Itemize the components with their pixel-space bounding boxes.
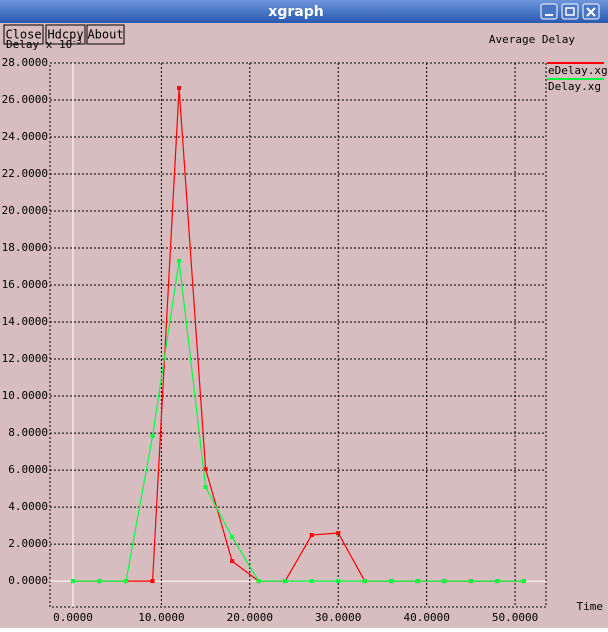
data-point (150, 579, 155, 584)
y-tick-label: 22.0000 (2, 167, 48, 180)
y-tick-label: 6.0000 (8, 463, 48, 476)
toolbar-button[interactable] (3, 24, 44, 45)
window-controls[interactable] (540, 3, 600, 20)
legend-label: eDelay.xg (548, 64, 608, 77)
maximize-button[interactable] (561, 3, 579, 20)
data-point (150, 434, 155, 439)
data-point (256, 579, 261, 584)
toolbar-button-label[interactable]: About (87, 28, 123, 42)
chart-title: Average Delay (489, 33, 575, 46)
y-tick-label: 10.0000 (2, 389, 48, 402)
y-tick-label: 28.0000 (2, 56, 48, 69)
toolbar: Close Hdcpy About (3, 24, 125, 45)
y-axis-label: Delay x 10 (6, 38, 72, 51)
data-point (336, 530, 341, 535)
x-tick-label: 50.0000 (492, 611, 538, 624)
data-point (283, 579, 288, 584)
data-point (362, 579, 367, 584)
y-tick-label: 16.0000 (2, 278, 48, 291)
y-tick-label: 0.0000 (8, 574, 48, 587)
y-tick-label: 14.0000 (2, 315, 48, 328)
series-line (72, 260, 524, 582)
maximize-icon (565, 7, 575, 16)
legend-label: Delay.xg (548, 80, 601, 93)
data-point (309, 533, 314, 538)
data-point (230, 535, 235, 540)
y-tick-label: 12.0000 (2, 352, 48, 365)
plot: Delay x 10 -3 Average Delay Time 0.0000 2.000… (2, 33, 608, 624)
x-tick-label: 0.0000 (53, 611, 93, 624)
data-point (230, 559, 235, 564)
data-point (70, 579, 75, 584)
close-icon (586, 7, 596, 17)
window-title: xgraph (268, 4, 323, 20)
minimize-button[interactable] (540, 3, 558, 20)
toolbar-button[interactable] (86, 24, 125, 45)
toolbar-button-label[interactable]: Hdcpy (47, 28, 83, 42)
y-axis-label-exponent: -3 (72, 37, 82, 46)
y-tick-label: 26.0000 (2, 93, 48, 106)
data-point (442, 579, 447, 584)
data-point (177, 85, 182, 90)
x-tick-label: 20.0000 (227, 611, 273, 624)
data-point (521, 579, 526, 584)
y-tick-label: 20.0000 (2, 204, 48, 217)
x-tick-label: 40.0000 (403, 611, 449, 624)
data-point (495, 579, 500, 584)
x-tick-label: 30.0000 (315, 611, 361, 624)
y-tick-label: 8.0000 (8, 426, 48, 439)
data-point (389, 579, 394, 584)
data-point (203, 485, 208, 490)
data-point (336, 579, 341, 584)
data-point (97, 579, 102, 584)
title-bar (0, 0, 608, 23)
data-point (468, 579, 473, 584)
toolbar-button-label[interactable]: Close (5, 28, 41, 42)
data-point (124, 579, 129, 584)
data-point (415, 579, 420, 584)
toolbar-button[interactable] (45, 24, 86, 45)
x-tick-label: 10.0000 (138, 611, 184, 624)
x-axis-label: Time (577, 600, 604, 613)
y-tick-label: 18.0000 (2, 241, 48, 254)
data-point (203, 467, 208, 472)
y-tick-label: 24.0000 (2, 130, 48, 143)
data-point (177, 258, 182, 263)
y-tick-label: 4.0000 (8, 500, 48, 513)
y-tick-label: 2.0000 (8, 537, 48, 550)
data-point (309, 579, 314, 584)
